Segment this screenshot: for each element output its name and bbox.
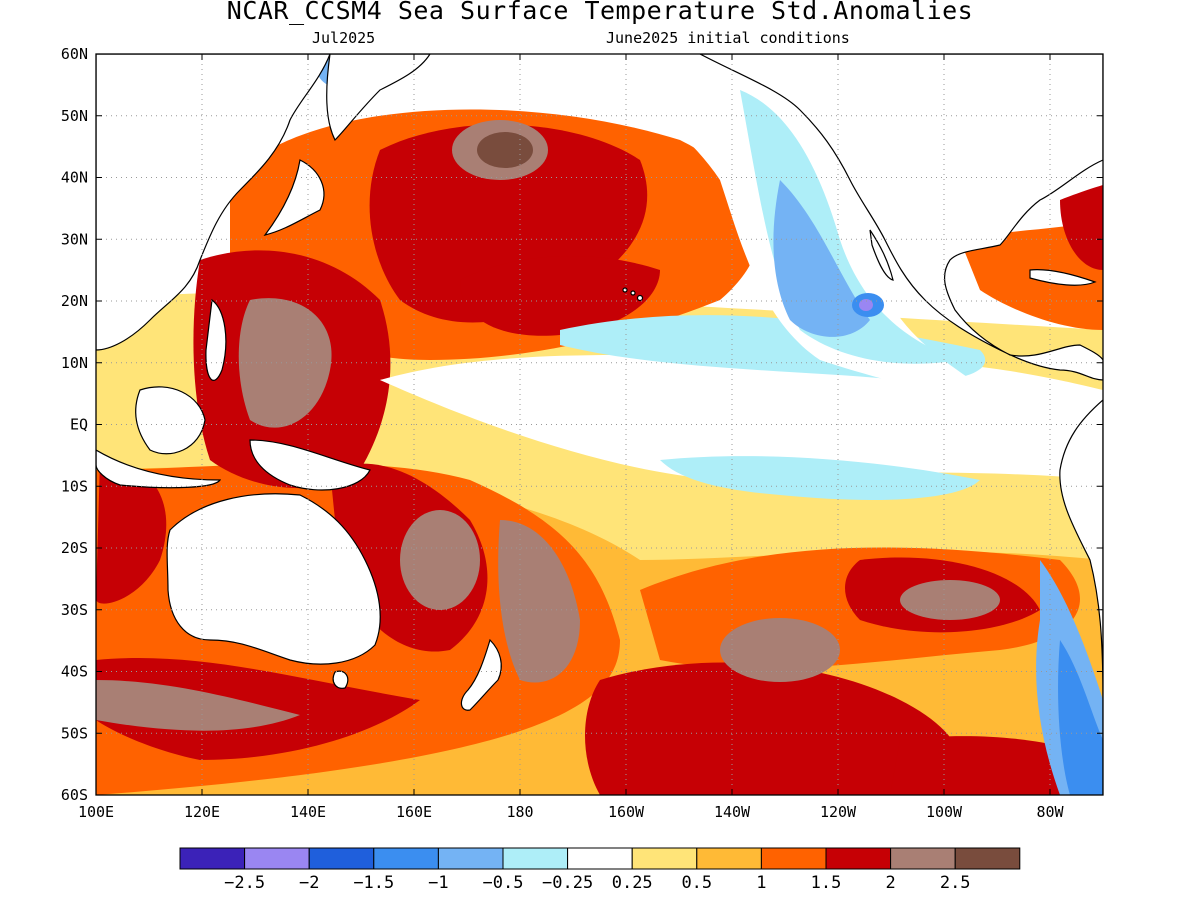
forecast-month: Jul2025 — [312, 29, 376, 47]
colorbar-label: 0.5 — [681, 873, 712, 893]
colorbar-swatch — [244, 847, 310, 870]
colorbar-swatch — [696, 847, 762, 870]
colorbar-label: −0.25 — [542, 873, 593, 893]
colorbar-label: 1.5 — [811, 873, 842, 893]
borneo — [135, 386, 206, 455]
anomaly-region — [585, 662, 961, 795]
lat-label: 40S — [61, 663, 88, 681]
colorbar: −2.5 −2 −1.5 −1 −0.5 −0.25 0.25 0.5 1 1.5 2 2.5 — [179, 847, 1021, 893]
lat-label: 50S — [61, 724, 88, 742]
lat-label: 40N — [61, 169, 88, 187]
lon-label: 180 — [506, 803, 533, 821]
anomaly-region — [400, 510, 480, 610]
colorbar-swatch — [631, 847, 698, 870]
anomaly-region — [460, 256, 660, 336]
hawaii-island — [630, 290, 636, 296]
anomaly-region — [1058, 640, 1103, 795]
colorbar-swatch — [567, 847, 633, 870]
lon-label: 140W — [714, 803, 751, 821]
lat-label: 30N — [61, 230, 88, 248]
anomaly-region — [773, 180, 870, 337]
lon-label: 120E — [184, 803, 220, 821]
hawaii-island — [636, 294, 644, 302]
anomaly-region — [720, 618, 840, 682]
philippines — [205, 298, 227, 381]
anomaly-region — [660, 456, 980, 500]
colorbar-swatch — [502, 847, 569, 870]
lon-label: 120W — [820, 803, 857, 821]
colorbar-swatch — [179, 847, 246, 870]
lat-label: 60S — [61, 786, 88, 804]
colorbar-label: −2.5 — [224, 873, 265, 893]
anomaly-region — [859, 299, 873, 311]
colorbar-swatch — [825, 847, 892, 870]
colorbar-label: 1 — [756, 873, 766, 893]
lon-label: 140E — [290, 803, 326, 821]
australia — [166, 493, 381, 665]
java — [96, 449, 222, 489]
lat-label: 20S — [61, 539, 88, 557]
north-america — [699, 54, 1103, 381]
japan — [263, 159, 325, 236]
anomaly-region — [96, 680, 300, 731]
anomaly-region — [477, 132, 533, 168]
initial-conditions: June2025 initial conditions — [606, 29, 850, 47]
new-zealand — [460, 638, 502, 711]
lat-label: 60N — [61, 45, 88, 63]
anomaly-region — [96, 460, 167, 604]
colorbar-label: −0.5 — [483, 873, 524, 893]
sst-anomaly-field — [96, 54, 1103, 795]
lat-label: 10N — [61, 354, 88, 372]
tasmania — [332, 670, 349, 689]
colorbar-swatch — [308, 847, 375, 870]
anomaly-region — [900, 580, 1000, 620]
baja-california — [869, 229, 894, 281]
colorbar-label: −1.5 — [353, 873, 394, 893]
colorbar-label: 2 — [885, 873, 895, 893]
lat-label: 20N — [61, 292, 88, 310]
lat-label: 30S — [61, 601, 88, 619]
colorbar-swatch — [437, 847, 504, 870]
land — [96, 54, 1103, 795]
south-america — [1059, 399, 1103, 795]
lon-label: 80W — [1036, 803, 1064, 821]
new-guinea — [249, 439, 371, 491]
asia-landmass — [96, 54, 331, 351]
lon-label: 100E — [78, 803, 114, 821]
anomaly-region — [498, 520, 580, 683]
graticule — [96, 54, 1103, 795]
colorbar-label: −1 — [428, 873, 448, 893]
anomaly-region — [238, 298, 332, 428]
map-title: NCAR_CCSM4 Sea Surface Temperature Std.A… — [226, 0, 974, 25]
colorbar-swatch — [760, 847, 827, 870]
kamchatka — [326, 54, 431, 142]
anomaly-region — [1060, 185, 1103, 270]
lon-label: 160E — [396, 803, 432, 821]
colorbar-swatch — [890, 847, 956, 870]
lon-label: 160W — [608, 803, 645, 821]
colorbar-swatch — [954, 847, 1021, 870]
lat-label: 50N — [61, 107, 88, 125]
lat-label: 10S — [61, 477, 88, 495]
lon-label: 100W — [926, 803, 963, 821]
cuba — [1029, 269, 1097, 286]
lat-label: EQ — [70, 416, 88, 434]
axis-ticks: 60N50N40N30N20N10NEQ10S20S30S40S50S60S10… — [61, 45, 1103, 821]
colorbar-label: −2 — [299, 873, 319, 893]
colorbar-label: 0.25 — [612, 873, 653, 893]
colorbar-label: 2.5 — [940, 873, 971, 893]
colorbar-swatch — [373, 847, 439, 870]
